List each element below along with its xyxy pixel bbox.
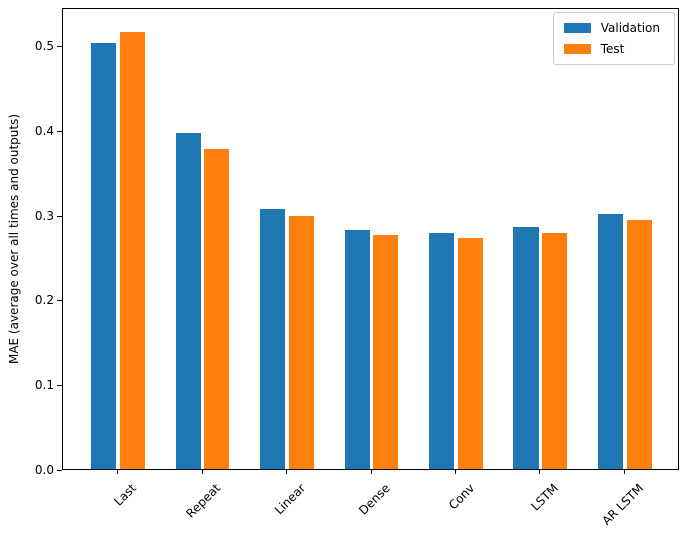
x-tick-mark	[117, 470, 119, 474]
x-tick-mark	[286, 470, 288, 474]
legend-label: Validation	[600, 21, 660, 35]
legend-item: Validation	[563, 21, 664, 35]
y-tick-mark	[57, 385, 62, 387]
bar-validation-lstm	[513, 226, 539, 469]
bar-test-last	[119, 31, 146, 469]
x-tick-label: LSTM	[528, 481, 562, 514]
x-tick-label: Repeat	[183, 481, 224, 521]
bar-validation-ar-lstm	[597, 213, 624, 469]
y-tick-label: 0.0	[34, 463, 54, 477]
x-tick-mark	[539, 470, 541, 474]
y-tick-mark	[57, 215, 62, 217]
bar-test-lstm	[542, 233, 568, 469]
bar-validation-linear	[260, 208, 286, 469]
y-tick-mark	[57, 300, 62, 302]
y-axis-label: MAE (average over all times and outputs)	[7, 113, 21, 365]
legend-swatch	[563, 44, 591, 54]
x-tick-label: AR LSTM	[598, 481, 646, 528]
y-tick-label: 0.1	[34, 378, 54, 393]
bar-test-conv	[457, 237, 483, 469]
x-tick-mark	[370, 470, 372, 474]
y-tick-label: 0.4	[34, 123, 54, 138]
bar-validation-conv	[428, 232, 455, 469]
x-tick-label: Last	[111, 481, 139, 509]
x-tick-mark	[201, 470, 203, 474]
bar-test-linear	[288, 216, 314, 469]
y-tick-label: 0.2	[34, 293, 54, 308]
plot-area	[62, 8, 679, 470]
legend: Validation Test	[552, 12, 675, 65]
x-tick-label: Conv	[445, 481, 477, 513]
y-tick-label: 0.3	[34, 208, 54, 223]
bar-test-dense	[373, 235, 399, 469]
y-tick-mark	[57, 470, 62, 471]
x-tick-label: Linear	[271, 481, 308, 518]
x-tick-label: Dense	[355, 481, 393, 518]
legend-swatch	[563, 23, 591, 33]
bar-test-ar-lstm	[626, 219, 652, 469]
bar-validation-last	[91, 42, 117, 469]
y-tick-label: 0.5	[34, 39, 54, 54]
x-tick-mark	[454, 470, 456, 474]
y-tick-mark	[57, 46, 62, 48]
y-tick-mark	[57, 130, 62, 132]
bar-test-repeat	[204, 149, 230, 469]
legend-item: Test	[563, 42, 664, 56]
bar-validation-dense	[344, 229, 370, 469]
x-tick-mark	[623, 470, 625, 474]
bar-validation-repeat	[175, 132, 201, 469]
legend-label: Test	[600, 42, 625, 56]
